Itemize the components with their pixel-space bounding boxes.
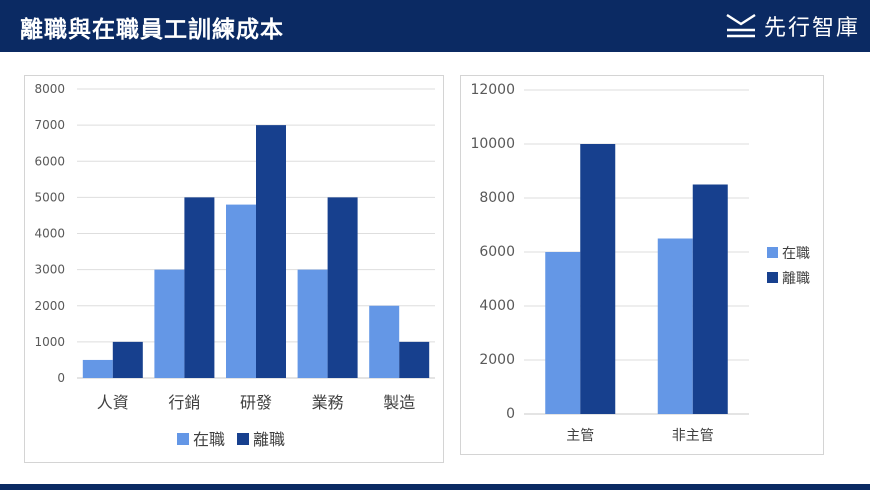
bar-left	[327, 197, 358, 378]
x-category-label: 主管	[566, 428, 594, 444]
y-tick-label: 0	[57, 371, 65, 385]
brand-name: 先行智庫	[763, 16, 860, 41]
y-tick-label: 8000	[479, 190, 515, 206]
bar-current	[369, 305, 400, 378]
legend-swatch	[177, 433, 189, 445]
bar-current	[154, 269, 185, 378]
footer-bar	[0, 484, 870, 490]
y-tick-label: 1000	[34, 335, 65, 349]
bar-current	[82, 359, 113, 378]
y-tick-label: 2000	[34, 299, 65, 313]
x-category-label: 研發	[240, 393, 272, 412]
y-tick-label: 8000	[34, 82, 65, 96]
y-tick-label: 4000	[479, 298, 515, 314]
bar-left	[580, 144, 616, 414]
bar-current	[226, 204, 256, 378]
y-tick-label: 6000	[479, 244, 515, 260]
y-tick-label: 4000	[34, 227, 65, 241]
x-category-label: 行銷	[168, 393, 200, 412]
chart-departments: 0 1000 2000 3000 4000 5000 6000 7000 8000 人資 行銷 研發 業…	[34, 82, 435, 449]
bar-left	[184, 197, 215, 378]
y-tick-label: 2000	[479, 352, 515, 368]
bar-left	[112, 341, 143, 378]
chart-panel-roles: 0 2000 4000 6000 8000 10000 12000 主管 非主管 在職離職	[460, 75, 824, 455]
y-tick-label: 7000	[34, 118, 65, 132]
bar-left	[399, 341, 430, 378]
header-bar: 離職與在職員工訓練成本 先行智庫	[0, 0, 870, 52]
brand-logo-icon	[726, 13, 756, 38]
y-tick-label: 6000	[34, 154, 65, 168]
y-tick-label: 10000	[470, 136, 515, 152]
y-tick-label: 5000	[34, 190, 65, 204]
legend-swatch	[767, 272, 778, 283]
y-tick-label: 3000	[34, 263, 65, 277]
x-category-label: 人資	[97, 393, 129, 412]
brand: 先行智庫	[724, 8, 860, 44]
chart-panel-departments: 0 1000 2000 3000 4000 5000 6000 7000 8000 人資 行銷 研發 業…	[24, 75, 444, 463]
legend-label: 在職	[782, 246, 810, 262]
bar-current	[545, 252, 581, 414]
y-tick-label: 12000	[470, 82, 515, 98]
bar-left	[256, 125, 286, 378]
bar-current	[657, 238, 693, 414]
x-category-label: 非主管	[672, 428, 714, 444]
legend-swatch	[767, 247, 778, 258]
x-category-label: 業務	[312, 393, 344, 412]
page-title: 離職與在職員工訓練成本	[20, 17, 284, 43]
y-tick-label: 0	[506, 406, 515, 422]
bar-left	[692, 184, 728, 414]
legend-label: 離職	[782, 270, 810, 287]
x-category-label: 製造	[383, 393, 415, 412]
bar-current	[297, 269, 328, 378]
legend-swatch	[237, 433, 249, 445]
legend-label: 在職	[193, 430, 225, 449]
legend-label: 離職	[253, 430, 285, 449]
